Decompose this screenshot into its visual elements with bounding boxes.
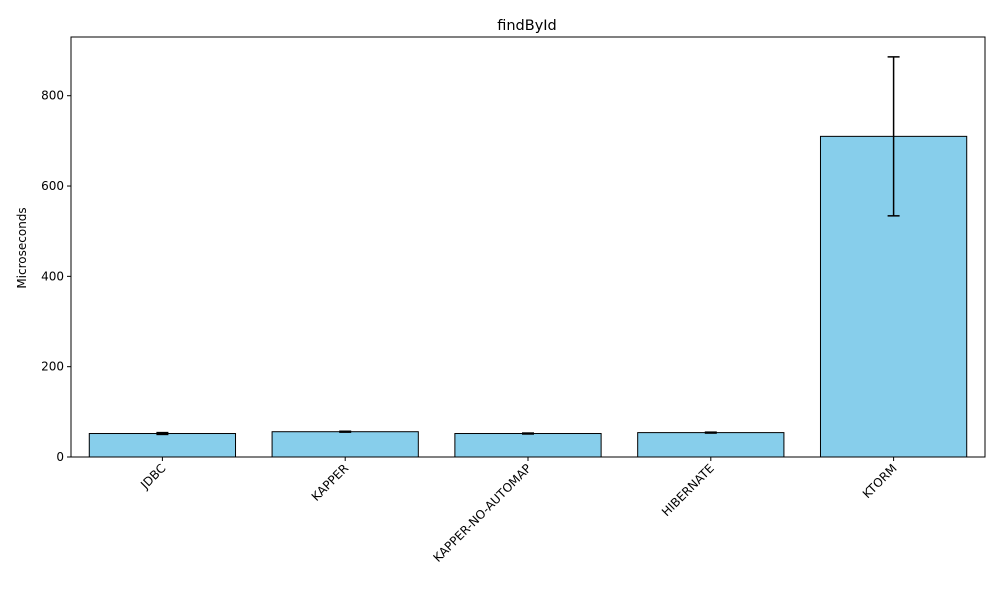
y-axis-label: Microseconds	[15, 207, 29, 288]
x-tick-label: KAPPER-NO-AUTOMAP	[431, 461, 535, 565]
bars-group	[88, 135, 968, 458]
bar-hibernate	[637, 432, 785, 458]
chart-title: findById	[497, 18, 557, 34]
bar-kapper-no-automap	[454, 433, 602, 458]
x-axis-ticks: JDBC KAPPER KAPPER-NO-AUTOMAP HIBERNATE KTOR…	[137, 457, 900, 565]
x-tick-label: HIBERNATE	[659, 461, 717, 519]
y-axis-ticks: 0 200 400 600 800	[41, 89, 71, 464]
plot-frame	[70, 36, 986, 458]
y-tick-label: 200	[41, 360, 64, 374]
error-bars-group	[156, 56, 900, 436]
y-tick-label: 800	[41, 89, 64, 103]
bar-kapper	[271, 431, 419, 458]
bar-jdbc	[88, 433, 237, 458]
y-tick-label: 0	[56, 450, 64, 464]
x-tick-label: KAPPER	[309, 461, 352, 504]
y-tick-label: 600	[41, 179, 64, 193]
x-tick-label: KTORM	[860, 461, 900, 501]
x-tick-label: JDBC	[137, 461, 168, 492]
y-tick-label: 400	[41, 269, 64, 283]
